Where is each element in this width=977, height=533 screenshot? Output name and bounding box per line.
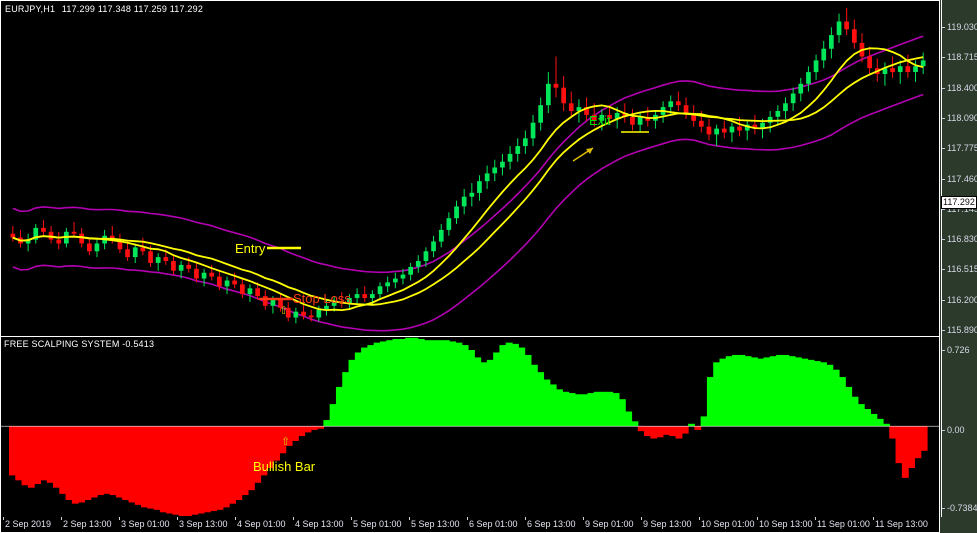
price-tick-mark [942, 178, 945, 180]
time-tick-mark [177, 517, 178, 520]
time-tick-mark [641, 517, 642, 520]
time-tick-mark [119, 517, 120, 520]
indicator-name: FREE SCALPING SYSTEM [4, 339, 120, 349]
indicator-tick-label: 0.726 [947, 345, 970, 355]
time-axis[interactable]: 2 Sep 2019 2 Sep 13:00 3 Sep 01:00 3 Sep 13… [0, 517, 940, 533]
indicator-tick-label: -0.7384 [947, 503, 977, 513]
time-tick-label: 4 Sep 01:00 [237, 519, 286, 529]
time-tick-label: 3 Sep 13:00 [179, 519, 228, 529]
time-tick-label: 9 Sep 13:00 [643, 519, 692, 529]
scalping-histogram-plot [1, 337, 939, 516]
time-tick-mark [873, 517, 874, 520]
time-tick-mark [525, 517, 526, 520]
price-tick-mark [942, 208, 945, 210]
indicator-value: -0.5413 [122, 339, 155, 349]
price-axis-line [941, 0, 942, 517]
price-tick-mark [942, 87, 945, 89]
price-pane[interactable] [1, 1, 939, 336]
candlestick-plot [10, 7, 926, 332]
time-tick-label: 2 Sep 2019 [5, 519, 52, 529]
price-tick-mark [942, 299, 945, 301]
symbol-ohlc-header: EURJPY,H1 117.299 117.348 117.259 117.29… [5, 4, 203, 14]
price-tick-label: 118.715 [947, 52, 977, 63]
price-tick-mark [942, 239, 945, 241]
time-tick-label: 2 Sep 13:00 [63, 519, 112, 529]
time-tick-mark [815, 517, 816, 520]
ohlc-values: 117.299 117.348 117.259 117.292 [61, 4, 204, 14]
annotation-stop-loss: Stop Loss [293, 291, 351, 306]
time-tick-mark [3, 517, 4, 520]
time-tick-label: 6 Sep 13:00 [527, 519, 576, 529]
time-tick-label: 10 Sep 13:00 [759, 519, 813, 529]
time-tick-mark [351, 517, 352, 520]
time-tick-label: 5 Sep 01:00 [353, 519, 402, 529]
price-tick-label: 116.200 [947, 294, 977, 305]
time-tick-label: 5 Sep 13:00 [411, 519, 460, 529]
indicator-tick-label: 0.00 [947, 425, 965, 435]
annotation-bullish-bar: Bullish Bar [253, 459, 316, 474]
time-tick-mark [235, 517, 236, 520]
price-tick-label: 117.775 [947, 143, 977, 154]
price-tick-mark [942, 148, 945, 150]
price-tick-label: 116.515 [947, 264, 977, 275]
indicator-tick-mark [942, 350, 945, 351]
indicator-tick-mark [942, 508, 945, 509]
bullish-bar-up-arrow-icon: ⇧ [281, 436, 291, 448]
indicator-title: FREE SCALPING SYSTEM -0.5413 [4, 339, 154, 349]
time-tick-label: 9 Sep 01:00 [585, 519, 634, 529]
time-tick-mark [61, 517, 62, 520]
indicator-pane[interactable] [1, 337, 939, 517]
symbol-label: EURJPY,H1 [5, 4, 56, 14]
price-tick-mark [942, 57, 945, 59]
annotation-entry: Entry [235, 241, 266, 256]
time-tick-label: 6 Sep 01:00 [469, 519, 518, 529]
price-tick-mark [942, 117, 945, 119]
price-tick-label: 118.090 [947, 112, 977, 123]
time-tick-mark [409, 517, 410, 520]
entry-up-arrow-icon: ⇧ [279, 305, 289, 317]
time-tick-label: 11 Sep 01:00 [817, 519, 870, 529]
price-tick-mark [942, 330, 945, 331]
time-tick-label: 4 Sep 13:00 [295, 519, 344, 529]
price-tick-label: 116.830 [947, 234, 977, 245]
indicator-tick-mark [942, 430, 945, 431]
price-tick-label: 119.030 [947, 22, 977, 32]
time-tick-mark [467, 517, 468, 520]
price-tick-label: 117.460 [947, 173, 977, 184]
pane-separator [1, 336, 939, 337]
price-tick-label: 118.400 [947, 82, 977, 93]
time-tick-label: 10 Sep 01:00 [701, 519, 755, 529]
price-tick-label: 115.890 [947, 325, 977, 335]
time-tick-mark [757, 517, 758, 520]
price-tick-mark [942, 27, 945, 28]
chart-frame: EURJPY,H1 117.299 117.348 117.259 117.29… [0, 0, 940, 517]
time-tick-mark [293, 517, 294, 520]
time-tick-label: 11 Sep 13:00 [875, 519, 928, 529]
time-tick-label: 3 Sep 01:00 [121, 519, 170, 529]
price-tick-mark [942, 269, 945, 271]
current-price-badge: 117.292 [941, 196, 977, 209]
time-tick-mark [699, 517, 700, 520]
time-tick-mark [583, 517, 584, 520]
annotation-exit: Exit [589, 113, 611, 128]
